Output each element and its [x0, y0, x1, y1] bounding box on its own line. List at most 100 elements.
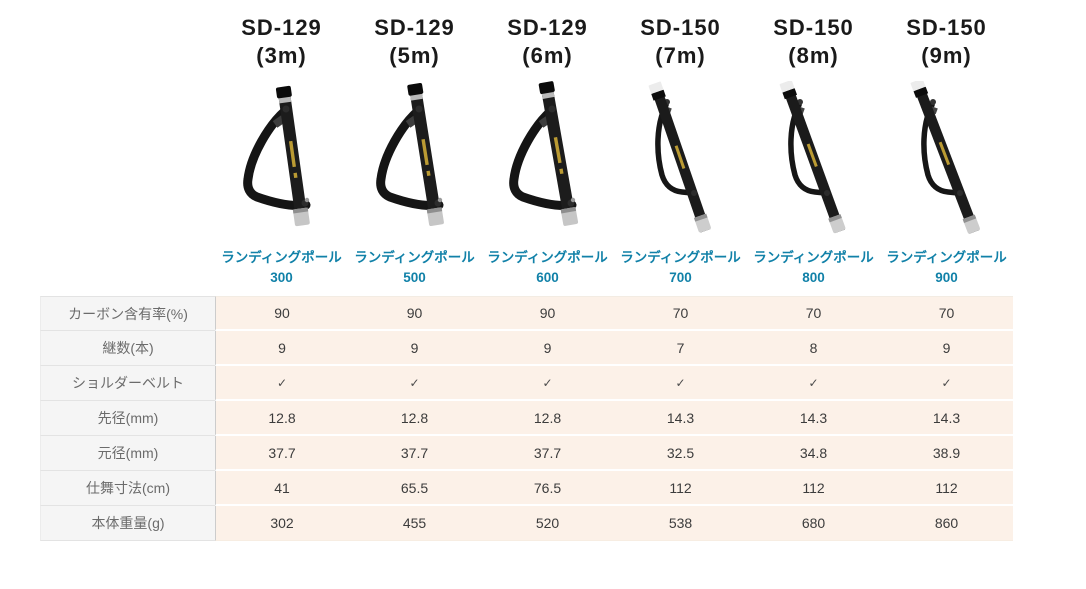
spec-cell: 65.5 — [348, 471, 481, 506]
checkmark-icon: ✓ — [348, 366, 481, 401]
spec-cell: 90 — [348, 296, 481, 331]
product-name-row: ランディングポール 300 ランディングポール 500 ランディングポール 60… — [40, 244, 1013, 296]
model-name: SD-150 — [906, 15, 987, 40]
product-link-600[interactable]: ランディングポール 600 — [481, 244, 614, 296]
spec-row-weight: 本体重量(g) 302 455 520 538 680 860 — [40, 506, 1013, 541]
spec-cell: 680 — [747, 506, 880, 541]
spec-cell: 34.8 — [747, 436, 880, 471]
model-header-sd150-7m: SD-150 (7m) — [614, 14, 747, 80]
spec-row-label: 先径(mm) — [40, 401, 215, 436]
spec-cell: 14.3 — [880, 401, 1013, 436]
product-link-800[interactable]: ランディングポール 800 — [747, 244, 880, 296]
spec-row-label: 元径(mm) — [40, 436, 215, 471]
landing-pole-image — [648, 81, 711, 233]
spec-cell: 302 — [215, 506, 348, 541]
spec-cell: 8 — [747, 331, 880, 366]
product-number-label: 700 — [669, 270, 692, 285]
product-number-label: 900 — [935, 270, 958, 285]
checkmark-icon: ✓ — [614, 366, 747, 401]
spec-cell: 9 — [215, 331, 348, 366]
spec-cell: 41 — [215, 471, 348, 506]
product-link-900[interactable]: ランディングポール 900 — [880, 244, 1013, 296]
model-header-sd129-6m: SD-129 (6m) — [481, 14, 614, 80]
header-spacer — [40, 14, 215, 80]
product-photo-sd150-8m — [747, 80, 880, 244]
checkmark-icon: ✓ — [880, 366, 1013, 401]
model-size: (8m) — [788, 43, 839, 68]
product-series-label: ランディングポール — [886, 250, 1007, 265]
model-size: (3m) — [256, 43, 307, 68]
model-name: SD-129 — [241, 15, 322, 40]
product-photo-sd150-7m — [614, 80, 747, 244]
spec-cell: 32.5 — [614, 436, 747, 471]
model-header-sd129-5m: SD-129 (5m) — [348, 14, 481, 80]
model-size: (5m) — [389, 43, 440, 68]
spec-cell: 70 — [880, 296, 1013, 331]
spec-cell: 37.7 — [481, 436, 614, 471]
spec-table: カーボン含有率(%) 90 90 90 70 70 70 継数(本) 9 9 9… — [40, 296, 1013, 541]
model-name: SD-129 — [374, 15, 455, 40]
product-number-label: 300 — [270, 270, 293, 285]
landing-pole-image — [375, 82, 444, 226]
spec-row-label: 仕舞寸法(cm) — [40, 471, 215, 506]
spec-cell: 14.3 — [614, 401, 747, 436]
spec-row-label: 本体重量(g) — [40, 506, 215, 541]
spec-cell: 90 — [481, 296, 614, 331]
spec-cell: 70 — [614, 296, 747, 331]
spec-row-carbon: カーボン含有率(%) 90 90 90 70 70 70 — [40, 296, 1013, 331]
product-number-label: 800 — [802, 270, 825, 285]
product-series-label: ランディングポール — [620, 250, 741, 265]
model-header-row: SD-129 (3m) SD-129 (5m) SD-129 (6m) SD-1… — [40, 0, 1013, 80]
product-photo-sd129-3m — [215, 80, 348, 244]
product-photo-sd129-6m — [481, 80, 614, 244]
model-name: SD-150 — [640, 15, 721, 40]
product-image-row — [40, 80, 1013, 244]
spec-cell: 112 — [747, 471, 880, 506]
spec-cell: 538 — [614, 506, 747, 541]
product-series-label: ランディングポール — [221, 250, 342, 265]
model-header-sd150-8m: SD-150 (8m) — [747, 14, 880, 80]
checkmark-icon: ✓ — [747, 366, 880, 401]
spec-cell: 12.8 — [215, 401, 348, 436]
model-name: SD-129 — [507, 15, 588, 40]
model-name: SD-150 — [773, 15, 854, 40]
checkmark-icon: ✓ — [215, 366, 348, 401]
spec-cell: 112 — [614, 471, 747, 506]
spec-cell: 37.7 — [348, 436, 481, 471]
spec-row-sections: 継数(本) 9 9 9 7 8 9 — [40, 331, 1013, 366]
model-size: (9m) — [921, 43, 972, 68]
spec-row-label: ショルダーベルト — [40, 366, 215, 401]
spec-cell: 455 — [348, 506, 481, 541]
spec-row-butt-diameter: 元径(mm) 37.7 37.7 37.7 32.5 34.8 38.9 — [40, 436, 1013, 471]
spec-cell: 76.5 — [481, 471, 614, 506]
spec-row-label: カーボン含有率(%) — [40, 296, 215, 331]
product-number-label: 500 — [403, 270, 426, 285]
product-photo-sd129-5m — [348, 80, 481, 244]
spec-cell: 860 — [880, 506, 1013, 541]
landing-pole-image — [779, 80, 845, 233]
spec-cell: 9 — [348, 331, 481, 366]
spec-row-label: 継数(本) — [40, 331, 215, 366]
spec-cell: 520 — [481, 506, 614, 541]
product-link-300[interactable]: ランディングポール 300 — [215, 244, 348, 296]
spec-cell: 9 — [880, 331, 1013, 366]
product-link-500[interactable]: ランディングポール 500 — [348, 244, 481, 296]
spec-cell: 112 — [880, 471, 1013, 506]
spec-row-shoulder-belt: ショルダーベルト ✓ ✓ ✓ ✓ ✓ ✓ — [40, 366, 1013, 401]
spec-row-closed-length: 仕舞寸法(cm) 41 65.5 76.5 112 112 112 — [40, 471, 1013, 506]
landing-pole-image — [508, 80, 578, 226]
landing-pole-image — [242, 85, 310, 226]
spec-cell: 9 — [481, 331, 614, 366]
product-link-700[interactable]: ランディングポール 700 — [614, 244, 747, 296]
image-spacer — [40, 80, 215, 244]
model-header-sd150-9m: SD-150 (9m) — [880, 14, 1013, 80]
checkmark-icon: ✓ — [481, 366, 614, 401]
spec-cell: 37.7 — [215, 436, 348, 471]
product-photo-sd150-9m — [880, 80, 1013, 244]
spec-row-tip-diameter: 先径(mm) 12.8 12.8 12.8 14.3 14.3 14.3 — [40, 401, 1013, 436]
model-size: (7m) — [655, 43, 706, 68]
spec-cell: 7 — [614, 331, 747, 366]
name-spacer — [40, 244, 215, 296]
product-series-label: ランディングポール — [354, 250, 475, 265]
